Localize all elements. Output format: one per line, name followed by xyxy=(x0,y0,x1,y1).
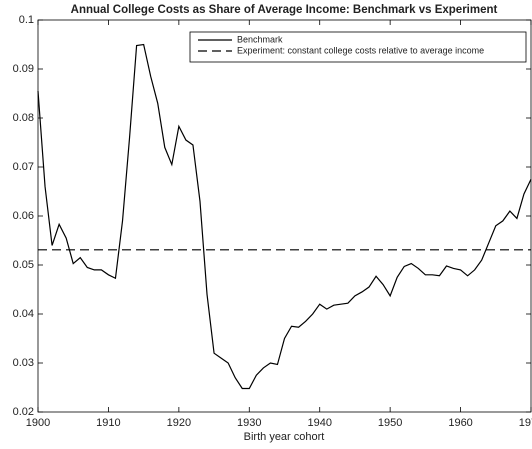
legend-box xyxy=(189,31,527,63)
y-tick-label: 0.08 xyxy=(13,112,34,124)
y-tick-label: 0.05 xyxy=(13,259,34,271)
series-line xyxy=(37,43,532,390)
x-tick-label: 1920 xyxy=(167,417,191,429)
x-tick-label: 1940 xyxy=(307,417,331,429)
y-tick-label: 0.07 xyxy=(13,161,34,173)
y-tick-label: 0.04 xyxy=(13,308,34,320)
x-tick-label: 1930 xyxy=(237,417,261,429)
y-tick-label: 0.1 xyxy=(19,14,34,26)
x-axis-label: Birth year cohort xyxy=(244,431,325,443)
x-tick-label: 1950 xyxy=(378,417,402,429)
y-tick-label: 0.02 xyxy=(13,406,34,418)
y-tick-label: 0.06 xyxy=(13,210,34,222)
legend-label: Benchmark xyxy=(237,34,283,44)
x-tick-label: 1900 xyxy=(26,417,50,429)
x-tick-label: 1910 xyxy=(96,417,120,429)
plot-frame xyxy=(37,19,532,413)
legend-label: Experiment: constant college costs relat… xyxy=(237,45,484,55)
x-tick-label: 1970 xyxy=(519,417,532,429)
x-tick-label: 1960 xyxy=(448,417,472,429)
y-tick-label: 0.09 xyxy=(13,63,34,75)
chart-title: Annual College Costs as Share of Average… xyxy=(71,4,498,16)
y-tick-label: 0.03 xyxy=(13,357,34,369)
